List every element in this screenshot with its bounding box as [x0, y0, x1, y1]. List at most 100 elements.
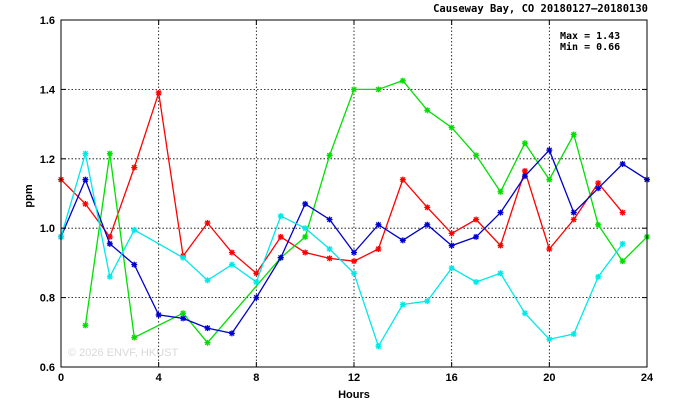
y-tick-label: 1.2 — [40, 154, 55, 166]
data-point — [204, 277, 211, 284]
data-point — [326, 255, 333, 262]
data-point — [131, 334, 138, 341]
series-layer — [58, 77, 650, 350]
data-point — [82, 176, 89, 183]
x-axis-title: Hours — [338, 389, 370, 401]
data-point — [497, 209, 504, 216]
series-blue — [58, 147, 650, 337]
data-point — [228, 330, 235, 337]
data-point — [399, 301, 406, 308]
tick-marks — [60, 19, 648, 368]
data-point — [546, 147, 553, 154]
data-point — [106, 233, 113, 240]
data-point — [473, 278, 480, 285]
data-point — [521, 140, 528, 147]
data-point — [351, 258, 357, 265]
data-point — [302, 249, 309, 256]
data-point — [546, 176, 553, 183]
data-point — [155, 89, 162, 96]
data-point — [521, 167, 528, 174]
data-point — [277, 213, 284, 220]
data-point — [521, 310, 528, 317]
data-point — [595, 273, 602, 280]
data-point — [82, 150, 89, 157]
data-point — [375, 343, 382, 350]
series-cyan — [58, 150, 626, 350]
data-point — [570, 331, 577, 338]
data-point — [204, 219, 211, 226]
data-point — [253, 270, 260, 277]
y-axis-title: ppm — [23, 184, 35, 207]
data-point — [424, 107, 431, 114]
data-point — [399, 77, 406, 84]
data-point — [351, 249, 357, 256]
data-point — [473, 216, 480, 223]
data-point — [253, 294, 260, 301]
data-point — [106, 240, 113, 247]
data-point — [326, 216, 333, 223]
data-point — [204, 325, 211, 332]
data-point — [204, 339, 211, 346]
data-point — [570, 131, 577, 138]
series-line-green — [84, 79, 648, 344]
data-point — [375, 86, 382, 93]
x-tick-label: 4 — [156, 372, 163, 384]
data-point — [448, 124, 455, 131]
data-point — [399, 237, 406, 244]
data-point — [302, 233, 309, 240]
data-point — [180, 315, 187, 322]
data-point — [546, 336, 553, 343]
data-point — [448, 230, 455, 237]
data-point — [253, 278, 260, 285]
x-tick-label: 20 — [543, 372, 555, 384]
x-tick-label: 12 — [348, 372, 360, 384]
y-tick-label: 1.6 — [40, 15, 55, 27]
data-point — [277, 233, 284, 240]
data-point — [351, 270, 357, 277]
chart-title: Causeway Bay, CO 20180127–20180130 — [433, 3, 648, 15]
data-point — [473, 233, 480, 240]
data-point — [448, 242, 455, 249]
data-point — [570, 216, 577, 223]
x-tick-label: 24 — [641, 372, 654, 384]
series-line-cyan — [60, 153, 624, 348]
data-point — [302, 200, 309, 207]
data-point — [497, 270, 504, 277]
y-tick-label: 1.0 — [40, 223, 55, 235]
data-point — [595, 180, 602, 187]
y-tick-label: 1.4 — [40, 84, 56, 96]
min-label: Min = 0.66 — [560, 41, 620, 53]
data-point — [82, 200, 89, 207]
data-point — [619, 161, 626, 168]
y-tick-labels: 0.6 0.8 1.0 1.2 1.4 1.6 — [40, 15, 56, 374]
x-tick-labels: 0 4 8 12 16 20 24 — [58, 372, 654, 384]
data-point — [399, 176, 406, 183]
data-point — [180, 310, 187, 317]
data-point — [326, 152, 333, 159]
data-point — [351, 86, 357, 93]
data-point — [82, 322, 89, 329]
x-tick-label: 8 — [253, 372, 259, 384]
max-label: Max = 1.43 — [560, 31, 620, 42]
data-point — [180, 254, 187, 261]
series-green — [82, 77, 650, 346]
data-point — [424, 298, 431, 305]
series-red — [58, 89, 626, 277]
x-tick-label: 0 — [58, 372, 64, 384]
data-point — [131, 261, 138, 268]
data-point — [497, 242, 504, 249]
y-tick-label: 0.8 — [40, 293, 55, 305]
data-point — [619, 209, 626, 216]
data-point — [302, 225, 309, 232]
data-point — [521, 173, 528, 180]
data-point — [473, 152, 480, 159]
data-point — [228, 261, 235, 268]
data-point — [131, 164, 138, 171]
x-tick-label: 16 — [446, 372, 458, 384]
series-line-red — [60, 92, 624, 275]
data-point — [375, 221, 382, 228]
data-point — [546, 246, 553, 253]
data-point — [448, 265, 455, 272]
data-point — [106, 273, 113, 280]
